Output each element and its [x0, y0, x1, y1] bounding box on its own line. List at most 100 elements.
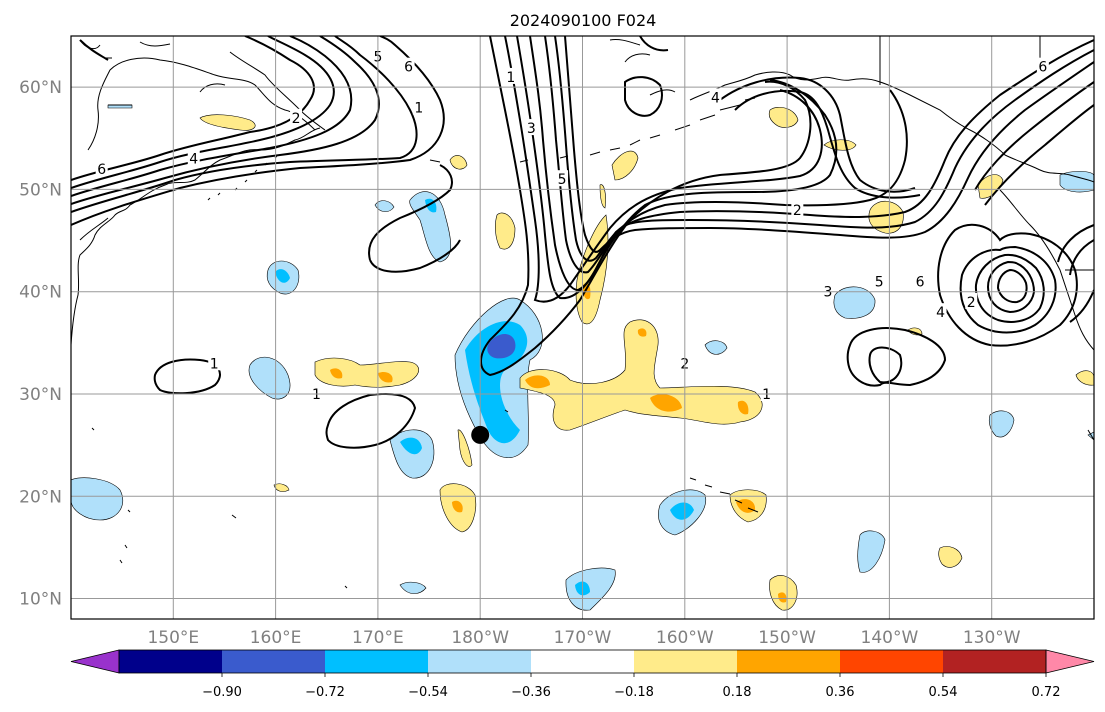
contour-label: 3 [824, 285, 833, 301]
contour-line-1 [846, 327, 947, 387]
negative-anomaly-blob [1059, 171, 1094, 193]
contour-line [71, 36, 315, 181]
colorbar-segment [119, 650, 223, 673]
negative-anomaly-blob [248, 356, 291, 400]
contour-label-bg [791, 200, 804, 217]
longitude-labels: 150°E 160°E 170°E 180°W 170°W 160°W 150°W 140°W… [147, 628, 1020, 648]
negative-anomaly-blob [833, 286, 876, 319]
pacific-islets [91, 409, 509, 589]
contour-line [1069, 239, 1094, 276]
positive-anomaly-blob [314, 357, 419, 388]
lat-tick-label: 40°N [19, 283, 62, 303]
lat-tick-label: 30°N [19, 385, 62, 405]
north-america-coast [999, 189, 1094, 351]
positive-anomaly-blob [768, 107, 799, 128]
negative-anomaly-blob [704, 340, 728, 355]
colorbar-segment [325, 650, 429, 673]
positive-anomaly-blob [449, 155, 468, 170]
contour-line [71, 36, 380, 205]
contour-label: 5 [875, 274, 884, 290]
contour-label-bg [187, 149, 200, 166]
contour-line-1 [325, 392, 417, 449]
contour-label-bg [556, 170, 569, 187]
contour-label: 1 [210, 356, 219, 372]
graticule [71, 36, 1094, 619]
contour-line [71, 36, 353, 197]
contour-label-bg [504, 67, 517, 84]
contour-label: 6 [404, 60, 413, 76]
contour-label: 4 [711, 90, 720, 106]
map-title: 2024090100 F024 [510, 11, 657, 30]
contour-line [71, 36, 335, 189]
contour-line [937, 223, 1078, 347]
lon-tick-label: 140°W [861, 628, 919, 648]
contour-label-bg [525, 119, 538, 136]
aleutian-islands [429, 97, 756, 163]
colorbar-segment [222, 650, 326, 673]
contour-label: 2 [967, 295, 976, 311]
contour-label: 4 [936, 305, 945, 321]
contour-line [564, 36, 1094, 253]
contour-line-1 [368, 164, 453, 261]
positive-anomaly-blob [611, 150, 639, 181]
contour-line [974, 253, 1045, 323]
colorbar-segment [531, 650, 635, 673]
contour-label-bg [914, 272, 927, 289]
contour-label: 2 [793, 203, 802, 219]
colorbar-tick-label: 0.54 [929, 685, 958, 700]
colorbar-tick-label: −0.54 [408, 685, 448, 700]
contour-line [734, 89, 921, 199]
colorbar-extend-high [1045, 649, 1095, 674]
contour-label: 1 [414, 101, 423, 117]
contour-line [974, 81, 1094, 191]
alaska-coastline [689, 71, 1094, 183]
positive-anomaly-central [519, 319, 763, 431]
contour-label-bg [412, 98, 425, 115]
contour-line [624, 76, 663, 117]
lon-tick-label: 150°W [758, 628, 816, 648]
asia-inner-coastline [79, 57, 316, 241]
colorbar-tick-label: −0.36 [511, 685, 551, 700]
positive-anomaly-blob [273, 483, 290, 492]
lon-tick-label: 170°W [554, 628, 612, 648]
negative-anomaly-blob [71, 477, 124, 521]
colorbar-tick-label: −0.90 [202, 685, 242, 700]
contour-label-bg [709, 88, 722, 105]
contour-line-1 [153, 358, 221, 395]
contour-line [554, 36, 1094, 262]
contour-label: 1 [762, 387, 771, 403]
colorbar-segment [634, 650, 738, 673]
contour-label: 1 [312, 387, 321, 403]
colorbar-tick-label: 0.72 [1032, 685, 1061, 700]
contour-line [1069, 289, 1094, 323]
colorbar-frame [118, 649, 1047, 674]
contour-label-bg [290, 108, 303, 125]
contour-label-bg [208, 354, 221, 371]
colorbar-tick-label: −0.72 [305, 685, 345, 700]
lon-tick-label: 130°W [963, 628, 1021, 648]
lat-tick-label: 10°N [19, 590, 62, 610]
contour-line [71, 36, 445, 226]
contour-line [959, 245, 1057, 334]
contour-lines [71, 36, 1094, 449]
positive-anomaly-blob [599, 184, 606, 209]
contour-line-1 [480, 36, 812, 377]
contour-label-bg [822, 282, 835, 299]
contour-line [868, 346, 903, 384]
contour-label: 6 [916, 274, 925, 290]
contour-label: 6 [1038, 60, 1047, 76]
positive-anomaly-blob [495, 212, 516, 250]
contour-line [639, 36, 669, 52]
negative-anomaly-blob [374, 200, 395, 212]
lon-tick-label: 180°W [451, 628, 509, 648]
positive-anomaly-blob [199, 114, 256, 131]
positive-anomaly-blob [938, 546, 963, 568]
canada-border [879, 36, 1094, 271]
negative-anomaly-blob [565, 567, 616, 611]
colorbar-segment [840, 650, 944, 673]
contour-label-bg [934, 303, 947, 320]
baja-fragment [1087, 429, 1094, 441]
contour-line [1057, 224, 1094, 263]
